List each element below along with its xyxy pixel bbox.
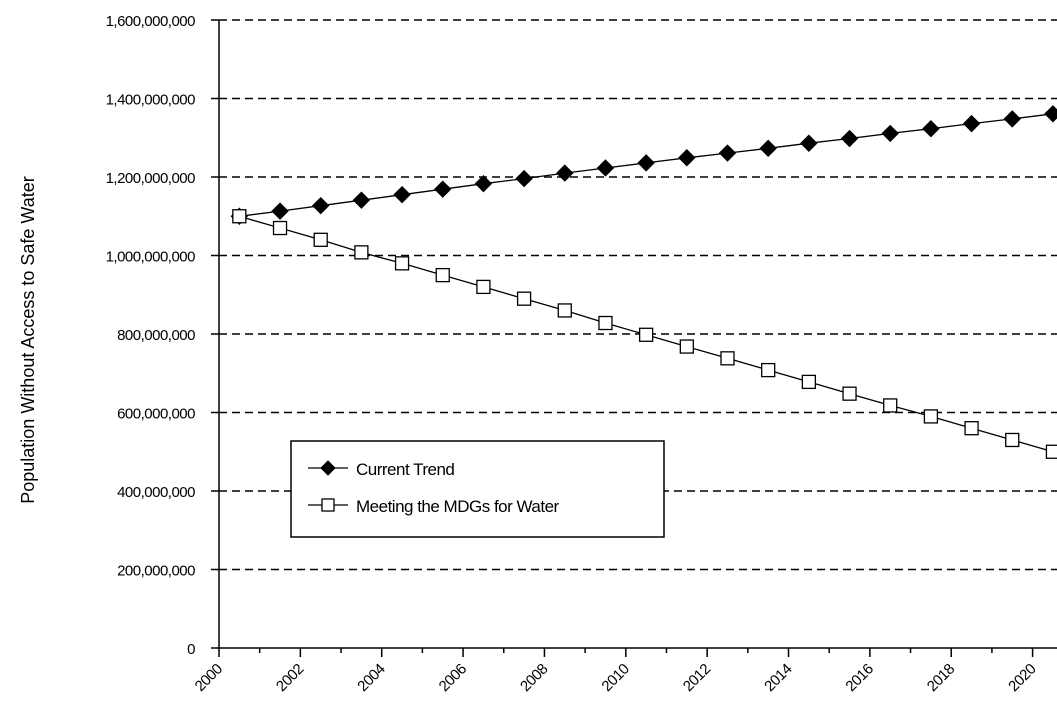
x-tick-label: 2002 [273, 661, 307, 695]
legend-box [290, 440, 665, 538]
y-tick-label: 1,400,000,000 [106, 92, 196, 109]
y-tick-label: 600,000,000 [117, 406, 195, 423]
data-point-mdg-water [598, 315, 613, 331]
data-point-mdg-water [964, 421, 979, 436]
data-point-current-trend [271, 202, 289, 220]
data-point-current-trend [393, 185, 411, 204]
data-point-current-trend [556, 164, 574, 182]
data-point-current-trend [881, 124, 899, 143]
y-tick-label: 0 [187, 641, 195, 658]
data-point-mdg-water [476, 279, 491, 295]
data-point-current-trend [352, 191, 371, 209]
series-layer [230, 105, 1057, 459]
x-tick-label: 2014 [761, 661, 795, 695]
data-point-current-trend [840, 129, 859, 148]
y-tick-label: 200,000,000 [117, 563, 195, 580]
data-point-mdg-water [801, 374, 817, 390]
y-tick-label: 1,600,000,000 [106, 13, 196, 30]
data-point-mdg-water [435, 267, 450, 283]
x-tick-label: 2008 [517, 661, 551, 695]
data-point-mdg-water [232, 209, 247, 224]
y-axis-title: Population Without Access to Safe Water [18, 176, 38, 504]
data-point-mdg-water [516, 291, 532, 306]
data-point-current-trend [434, 180, 452, 198]
data-point-current-trend [962, 114, 981, 133]
data-point-mdg-water [272, 220, 288, 236]
x-tick-label: 2010 [598, 661, 632, 695]
legend: Current Trend Meeting the MDGs for Water [290, 440, 665, 538]
x-tick-label: 2012 [680, 661, 714, 695]
data-point-mdg-water [842, 386, 857, 401]
data-point-current-trend [759, 139, 777, 158]
data-point-current-trend [474, 174, 493, 193]
x-tick-label: 2018 [924, 661, 958, 695]
x-tick-label: 2000 [192, 661, 226, 695]
data-point-current-trend [311, 196, 330, 215]
label-layer: 0 200,000,000 400,000,000 600,000,000 800,00… [106, 13, 1040, 695]
y-tick-label: 800,000,000 [117, 327, 195, 344]
data-point-mdg-water [679, 339, 694, 354]
data-point-mdg-water [557, 303, 572, 318]
x-tick-label: 2016 [842, 661, 876, 695]
data-point-mdg-water [313, 232, 328, 247]
data-point-mdg-water [1045, 444, 1057, 459]
data-point-current-trend [1003, 110, 1021, 128]
data-point-current-trend [637, 154, 655, 172]
legend-label-mdg: Meeting the MDGs for Water [356, 497, 560, 516]
data-point-current-trend [1044, 105, 1057, 123]
data-point-mdg-water [638, 327, 654, 342]
legend-marker-current-trend [320, 460, 336, 476]
legend-marker-mdg [321, 498, 335, 512]
data-point-mdg-water [720, 351, 735, 366]
data-point-current-trend [515, 169, 533, 188]
y-tick-label: 1,200,000,000 [106, 170, 196, 187]
data-point-mdg-water [354, 245, 369, 260]
data-point-mdg-water [883, 398, 898, 413]
data-point-current-trend [922, 120, 940, 138]
legend-label-current-trend: Current Trend [356, 460, 454, 479]
x-tick-label: 2006 [436, 661, 470, 695]
data-point-current-trend [678, 149, 696, 167]
data-point-current-trend [596, 159, 615, 177]
data-point-mdg-water [761, 362, 776, 378]
y-tick-label: 400,000,000 [117, 484, 195, 501]
y-tick-label: 1,000,000,000 [106, 249, 196, 266]
x-tick-label: 2004 [354, 661, 388, 695]
x-tick-label: 2020 [1005, 661, 1039, 695]
data-point-mdg-water [394, 256, 410, 271]
data-point-current-trend [800, 134, 818, 152]
data-point-mdg-water [1005, 432, 1020, 448]
data-point-current-trend [718, 144, 737, 162]
data-point-mdg-water [923, 409, 939, 424]
axis-layer [211, 19, 1057, 657]
